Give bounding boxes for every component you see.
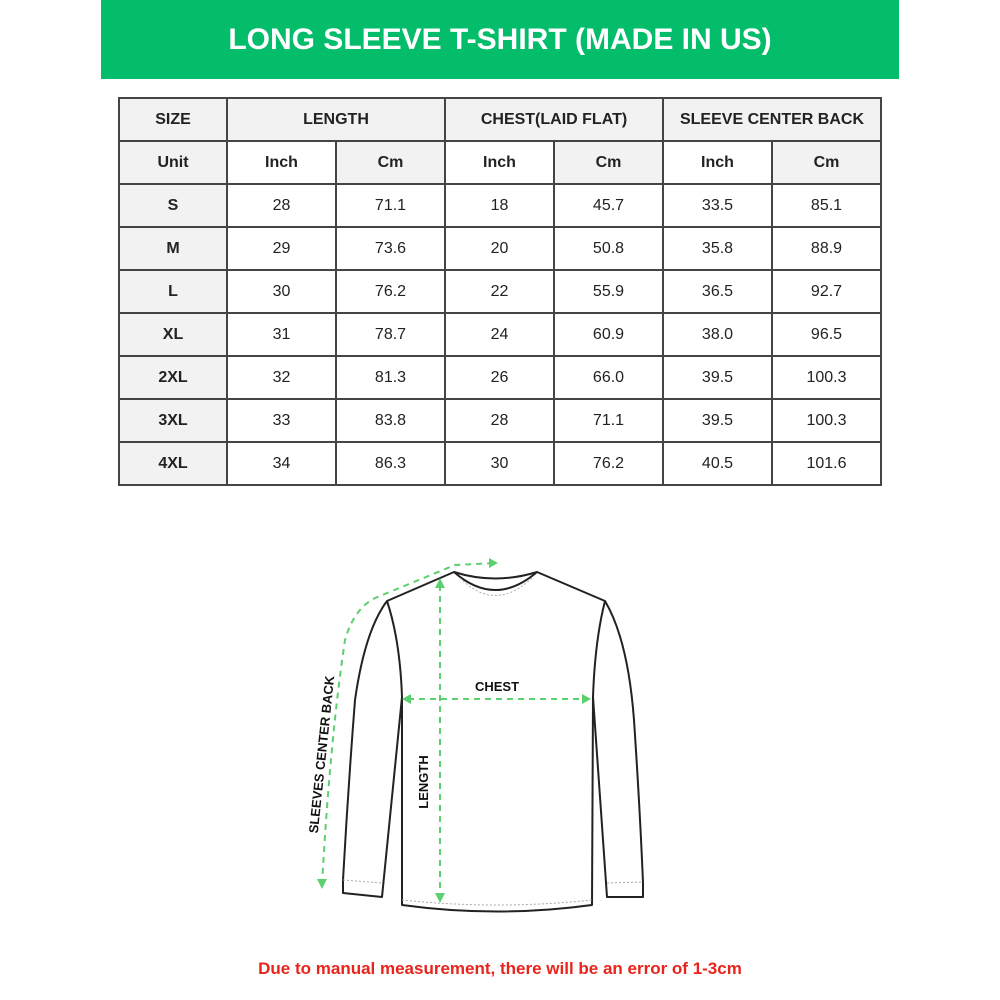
value-cell: 30 <box>444 441 555 486</box>
unit-cell: Inch <box>444 140 555 185</box>
value-cell: 76.2 <box>335 269 446 314</box>
sleeve-label: SLEEVES CENTER BACK <box>306 674 338 833</box>
size-cell: 4XL <box>118 441 228 486</box>
header-chest: CHEST(LAID FLAT) <box>444 97 664 142</box>
value-cell: 32 <box>226 355 337 400</box>
value-cell: 40.5 <box>662 441 773 486</box>
value-cell: 31 <box>226 312 337 357</box>
value-cell: 33.5 <box>662 183 773 228</box>
value-cell: 55.9 <box>553 269 664 314</box>
measure-arrows <box>321 562 585 898</box>
value-cell: 73.6 <box>335 226 446 271</box>
value-cell: 24 <box>444 312 555 357</box>
value-cell: 92.7 <box>771 269 882 314</box>
size-cell: M <box>118 226 228 271</box>
value-cell: 20 <box>444 226 555 271</box>
table-row: 3XL 33 83.8 28 71.1 39.5 100.3 <box>118 398 882 443</box>
value-cell: 39.5 <box>662 355 773 400</box>
measurement-note: Due to manual measurement, there will be… <box>258 959 742 978</box>
header-sleeve: SLEEVE CENTER BACK <box>662 97 882 142</box>
value-cell: 33 <box>226 398 337 443</box>
value-cell: 100.3 <box>771 398 882 443</box>
unit-cell: Unit <box>118 140 228 185</box>
table-row: L 30 76.2 22 55.9 36.5 92.7 <box>118 269 882 314</box>
size-cell: 2XL <box>118 355 228 400</box>
value-cell: 71.1 <box>553 398 664 443</box>
value-cell: 38.0 <box>662 312 773 357</box>
length-label: LENGTH <box>416 755 431 808</box>
stitch-lines <box>342 577 644 906</box>
title-banner: LONG SLEEVE T-SHIRT (MADE IN US) <box>101 0 899 79</box>
value-cell: 29 <box>226 226 337 271</box>
page-title: LONG SLEEVE T-SHIRT (MADE IN US) <box>228 22 772 56</box>
value-cell: 36.5 <box>662 269 773 314</box>
unit-cell: Cm <box>335 140 446 185</box>
value-cell: 101.6 <box>771 441 882 486</box>
value-cell: 96.5 <box>771 312 882 357</box>
value-cell: 100.3 <box>771 355 882 400</box>
unit-row: Unit Inch Cm Inch Cm Inch Cm <box>118 140 882 185</box>
value-cell: 88.9 <box>771 226 882 271</box>
value-cell: 86.3 <box>335 441 446 486</box>
size-table: SIZE LENGTH CHEST(LAID FLAT) SLEEVE CENT… <box>118 97 882 486</box>
arrow-heads <box>317 558 591 903</box>
unit-cell: Inch <box>226 140 337 185</box>
value-cell: 45.7 <box>553 183 664 228</box>
value-cell: 81.3 <box>335 355 446 400</box>
header-length: LENGTH <box>226 97 446 142</box>
unit-cell: Inch <box>662 140 773 185</box>
table-row: XL 31 78.7 24 60.9 38.0 96.5 <box>118 312 882 357</box>
size-cell: 3XL <box>118 398 228 443</box>
value-cell: 50.8 <box>553 226 664 271</box>
header-size: SIZE <box>118 97 228 142</box>
value-cell: 26 <box>444 355 555 400</box>
size-cell: L <box>118 269 228 314</box>
value-cell: 22 <box>444 269 555 314</box>
group-header-row: SIZE LENGTH CHEST(LAID FLAT) SLEEVE CENT… <box>118 97 882 142</box>
value-cell: 76.2 <box>553 441 664 486</box>
value-cell: 30 <box>226 269 337 314</box>
table-row: S 28 71.1 18 45.7 33.5 85.1 <box>118 183 882 228</box>
value-cell: 85.1 <box>771 183 882 228</box>
value-cell: 35.8 <box>662 226 773 271</box>
value-cell: 34 <box>226 441 337 486</box>
value-cell: 78.7 <box>335 312 446 357</box>
value-cell: 18 <box>444 183 555 228</box>
value-cell: 60.9 <box>553 312 664 357</box>
chest-label: CHEST <box>475 679 519 694</box>
size-cell: XL <box>118 312 228 357</box>
table-row: 4XL 34 86.3 30 76.2 40.5 101.6 <box>118 441 882 486</box>
value-cell: 28 <box>226 183 337 228</box>
value-cell: 28 <box>444 398 555 443</box>
unit-cell: Cm <box>771 140 882 185</box>
table-row: M 29 73.6 20 50.8 35.8 88.9 <box>118 226 882 271</box>
value-cell: 83.8 <box>335 398 446 443</box>
table-row: 2XL 32 81.3 26 66.0 39.5 100.3 <box>118 355 882 400</box>
value-cell: 66.0 <box>553 355 664 400</box>
shirt-outline <box>342 571 644 913</box>
unit-cell: Cm <box>553 140 664 185</box>
size-cell: S <box>118 183 228 228</box>
value-cell: 71.1 <box>335 183 446 228</box>
sleeve-arrow-line <box>321 562 496 886</box>
value-cell: 39.5 <box>662 398 773 443</box>
